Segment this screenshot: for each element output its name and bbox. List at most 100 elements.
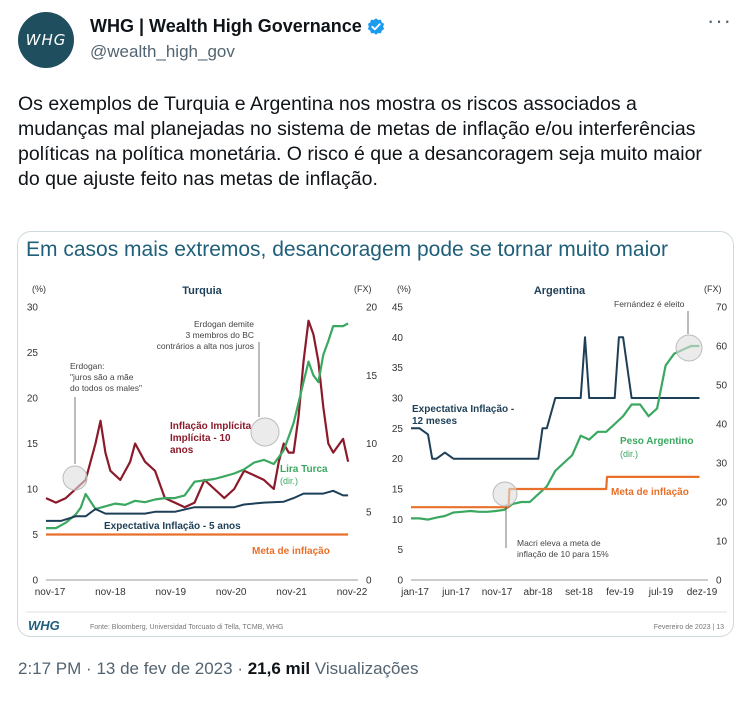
series-label: Inflação Implícita [170, 421, 252, 432]
y-tick-label-left: 20 [27, 394, 39, 405]
annotation-highlight [250, 417, 280, 447]
y-tick-label-left: 25 [392, 424, 404, 435]
series-line [46, 489, 349, 522]
y-tick-label-left: 15 [27, 439, 39, 450]
series-label: (dir.) [620, 449, 638, 459]
display-name[interactable]: WHG | Wealth High Governance [90, 16, 362, 36]
axis-unit-left: (%) [32, 284, 46, 294]
axis-unit-right: (FX) [704, 284, 722, 294]
slide-source: Fonte: Bloomberg, Universidad Torcuato d… [90, 624, 283, 631]
series-label: Meta de inflação [611, 487, 689, 498]
annotation-text: Erdogan: [70, 361, 105, 371]
x-tick-label: jun-17 [441, 587, 470, 598]
series-label: Peso Argentino [620, 436, 694, 447]
ellipsis-icon[interactable]: ··· [707, 8, 732, 33]
annotation-text: Fernández é eleito [614, 299, 685, 309]
handle[interactable]: @wealth_high_gov [90, 42, 235, 61]
x-tick-label: nov-17 [482, 587, 513, 598]
meta-separator: · [237, 659, 243, 678]
series-line [411, 336, 700, 460]
author-row: WHG | Wealth High Governance [90, 16, 386, 37]
x-tick-label: fev-19 [606, 587, 634, 598]
series-label: Expectativa Inflação - 5 anos [104, 521, 241, 532]
annotation-text: Macri eleva a meta de [517, 538, 601, 548]
x-tick-label: nov-19 [156, 587, 187, 598]
meta-separator: · [86, 659, 92, 678]
series-label: Implícita - 10 [170, 433, 231, 444]
series-label: anos [170, 445, 194, 456]
y-tick-label-left: 35 [392, 363, 404, 374]
y-tick-label-left: 0 [397, 576, 403, 587]
annotation-text: contrários a alta nos juros [157, 341, 254, 351]
y-tick-label-left: 30 [27, 303, 39, 314]
y-tick-label-right: 60 [716, 342, 728, 353]
annotation-text: Erdogan demite [194, 319, 254, 329]
series-line [411, 344, 700, 521]
y-tick-label-left: 10 [27, 485, 39, 496]
charts-figure: Turquia (%) (FX) 0 5 10 15 20 25 30 0 5 10 15 20 nov-17… [26, 284, 728, 633]
y-tick-label-right: 20 [716, 498, 728, 509]
x-tick-label: dez-19 [687, 587, 718, 598]
y-tick-label-right: 15 [366, 371, 378, 382]
series-line [46, 322, 349, 530]
series-label: Expectativa Inflação - [412, 404, 514, 415]
x-tick-label: nov-17 [35, 587, 66, 598]
chart-title: Argentina [534, 285, 586, 297]
y-tick-label-right: 50 [716, 381, 728, 392]
x-tick-label: jan-17 [400, 587, 429, 598]
axis-unit-left: (%) [397, 284, 411, 294]
annotation-text: do todos os males" [70, 383, 142, 393]
y-tick-label-left: 10 [392, 515, 404, 526]
x-tick-label: abr-18 [524, 587, 553, 598]
annotation-text: "juros são a mãe [70, 372, 134, 382]
annotation-text: inflação de 10 para 15% [517, 549, 609, 559]
series-label: 12 meses [412, 416, 457, 427]
chart-title: Turquia [182, 285, 222, 297]
views-label: Visualizações [314, 659, 419, 678]
y-tick-label-right: 5 [366, 507, 372, 518]
tweet-time[interactable]: 2:17 PM [18, 659, 82, 678]
series-label: (dir.) [280, 476, 298, 486]
slide-title: Em casos mais extremos, desancoragem pod… [26, 238, 668, 261]
y-tick-label-left: 15 [392, 485, 404, 496]
tweet-date[interactable]: 13 de fev de 2023 [96, 659, 233, 678]
axis-unit-right: (FX) [354, 284, 372, 294]
x-tick-label: nov-18 [95, 587, 126, 598]
y-tick-label-left: 30 [392, 394, 404, 405]
y-tick-label-right: 40 [716, 420, 728, 431]
x-tick-label: set-18 [565, 587, 593, 598]
slide-page: Fevereiro de 2023 | 13 [654, 624, 724, 631]
y-tick-label-right: 20 [366, 303, 378, 314]
avatar[interactable]: WHG [18, 12, 74, 68]
slide-logo: WHG [28, 618, 60, 633]
y-tick-label-right: 70 [716, 303, 728, 314]
annotation-highlight [492, 481, 518, 507]
y-tick-label-right: 30 [716, 459, 728, 470]
series-line [45, 319, 350, 509]
y-tick-label-left: 40 [392, 333, 404, 344]
annotation-text: 3 membros do BC [186, 330, 255, 340]
y-tick-label-left: 5 [397, 545, 403, 556]
y-tick-label-left: 25 [27, 348, 39, 359]
y-tick-label-left: 45 [392, 303, 404, 314]
y-tick-label-right: 0 [716, 576, 722, 587]
tweet-media-image[interactable]: Em casos mais extremos, desancoragem pod… [17, 231, 734, 637]
verified-badge-icon [367, 17, 384, 35]
x-tick-label: nov-22 [337, 587, 368, 598]
y-tick-label-left: 20 [392, 454, 404, 465]
series-label: Meta de inflação [252, 546, 330, 557]
y-tick-label-left: 0 [32, 576, 38, 587]
tweet-text: Os exemplos de Turquia e Argentina nos m… [18, 93, 702, 190]
annotation-highlight [62, 465, 88, 491]
x-tick-label: jul-19 [648, 587, 674, 598]
y-tick-label-left: 5 [32, 530, 38, 541]
x-tick-label: nov-21 [276, 587, 307, 598]
annotation-highlight [675, 334, 703, 362]
avatar-logo-text: WHG [25, 31, 67, 49]
series-label: Lira Turca [280, 464, 328, 475]
series-line [411, 475, 700, 509]
x-tick-label: nov-20 [216, 587, 247, 598]
y-tick-label-right: 0 [366, 576, 372, 587]
y-tick-label-right: 10 [366, 439, 378, 450]
